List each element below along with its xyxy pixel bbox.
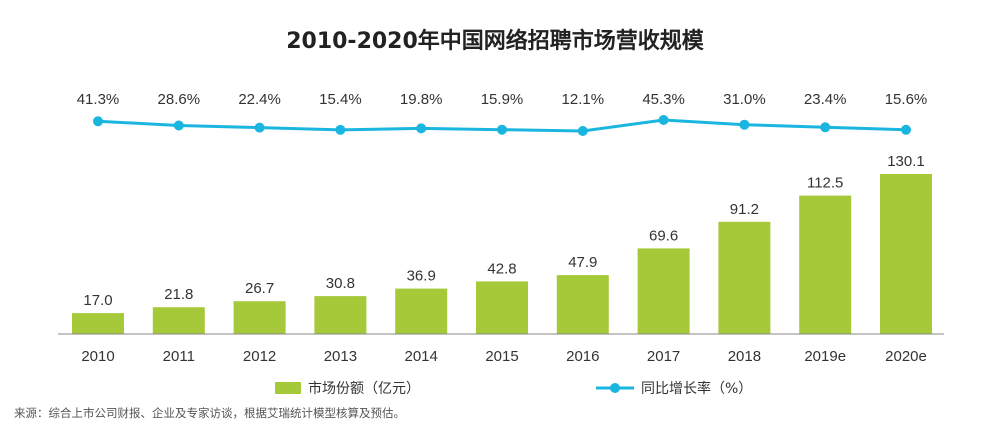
growth-rate-label-2017: 45.3% <box>642 91 685 108</box>
bar-2010 <box>72 313 124 334</box>
growth-rate-label-2014: 19.8% <box>400 91 443 108</box>
growth-rate-label-2020e: 15.6% <box>885 91 928 108</box>
x-tick-label-2013: 2013 <box>324 348 357 365</box>
x-tick-label-2017: 2017 <box>647 348 680 365</box>
legend-bar-label: 市场份额（亿元） <box>308 380 420 397</box>
chart-title: 2010-2020年中国网络招聘市场营收规模 <box>286 28 705 54</box>
x-tick-label-2016: 2016 <box>566 348 599 365</box>
bar-2016 <box>556 275 609 334</box>
growth-rate-label-2019e: 23.4% <box>804 91 847 108</box>
x-tick-label-2020e: 2020e <box>885 348 927 365</box>
bar-value-label-2019e: 112.5 <box>807 175 843 192</box>
bar-2018 <box>718 221 771 334</box>
bar-value-label-2011: 21.8 <box>164 286 193 303</box>
line-layer: 41.3% 28.6% 22.4% 15.4% 19.8% 15.9% 12.1% 45.3%… <box>77 91 928 136</box>
growth-rate-label-2018: 31.0% <box>723 91 766 108</box>
x-tick-label-2018: 2018 <box>728 348 761 365</box>
bar-2013 <box>314 296 367 334</box>
growth-rate-point-2015 <box>497 124 507 135</box>
bar-value-label-2016: 47.9 <box>568 254 597 271</box>
bar-value-label-2010: 17.0 <box>83 292 112 309</box>
source-note: 来源：综合上市公司财报、企业及专家访谈，根据艾瑞统计模型核算及预估。 <box>14 406 405 420</box>
growth-rate-label-2010: 41.3% <box>77 91 120 108</box>
x-tick-label-2015: 2015 <box>485 348 518 365</box>
bar-2012 <box>233 301 286 334</box>
bar-2020e <box>880 174 932 334</box>
x-tick-label-2014: 2014 <box>405 348 438 365</box>
bar-value-label-2018: 91.2 <box>730 201 759 218</box>
growth-rate-label-2012: 22.4% <box>238 91 281 108</box>
growth-rate-label-2013: 15.4% <box>319 91 362 108</box>
growth-rate-point-2018 <box>739 119 750 130</box>
x-tick-label-2010: 2010 <box>81 348 114 365</box>
growth-rate-point-2019e <box>820 122 831 133</box>
growth-rate-label-2015: 15.9% <box>481 91 524 108</box>
growth-rate-point-2020e <box>901 124 911 135</box>
x-tick-label-2011: 2011 <box>163 348 195 365</box>
x-tick-label-2012: 2012 <box>243 348 276 365</box>
growth-rate-point-2017 <box>658 115 669 125</box>
legend-line-label: 同比增长率（%） <box>641 380 752 397</box>
growth-rate-point-2011 <box>173 120 184 131</box>
legend: 市场份额（亿元） 同比增长率（%） <box>275 380 752 397</box>
growth-rate-label-2016: 12.1% <box>562 91 605 108</box>
growth-rate-label-2011: 28.6% <box>158 91 201 108</box>
bar-2011 <box>152 307 205 334</box>
bar-2017 <box>637 248 690 334</box>
bar-2019e <box>799 195 852 334</box>
ticks-layer: 2010 2011 2012 2013 2014 2015 2016 2017 2018 2019… <box>81 348 927 365</box>
legend-line-marker <box>610 383 620 393</box>
bar-value-label-2013: 30.8 <box>326 275 355 292</box>
bar-2014 <box>395 288 448 334</box>
bar-2015 <box>476 281 528 334</box>
growth-rate-point-2014 <box>416 123 427 134</box>
growth-rate-point-2013 <box>335 124 346 135</box>
bar-value-label-2020e: 130.1 <box>887 153 925 170</box>
bars-layer: 17.0 21.8 26.7 30.8 36.9 42.8 47.9 69.6 91.2 112.… <box>72 153 932 334</box>
bar-value-label-2014: 36.9 <box>407 268 436 285</box>
bar-value-label-2017: 69.6 <box>649 227 678 244</box>
bar-value-label-2012: 26.7 <box>245 280 274 297</box>
x-tick-label-2019e: 2019e <box>804 348 846 365</box>
growth-rate-point-2010 <box>93 116 103 127</box>
legend-bar-swatch <box>275 382 301 394</box>
growth-rate-point-2012 <box>254 122 265 133</box>
growth-rate-point-2016 <box>577 126 588 136</box>
bar-value-label-2015: 42.8 <box>487 260 516 277</box>
